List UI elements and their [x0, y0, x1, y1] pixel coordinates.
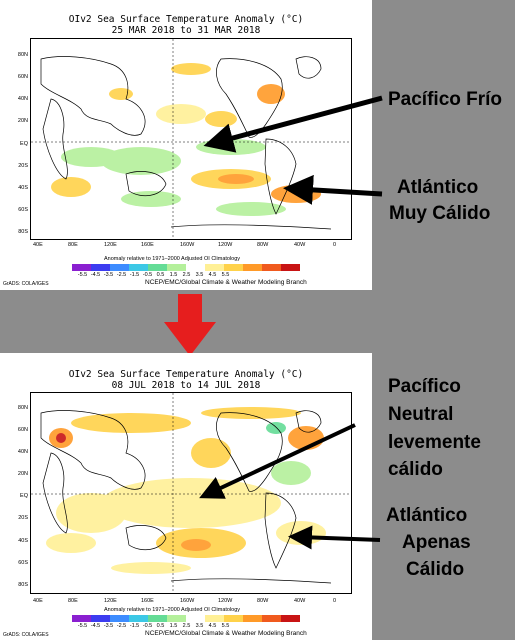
colorbar-swatch: [224, 615, 243, 622]
lon-label: 80W: [257, 242, 269, 248]
colorbar-swatch: [243, 615, 262, 622]
colorbar-swatch: [205, 615, 224, 622]
lat-label: 60S: [18, 207, 28, 213]
sst-anomaly-map-march: [30, 38, 352, 240]
colorbar-swatch: [224, 264, 243, 271]
lon-label: 160W: [180, 598, 195, 604]
lon-label: 160E: [141, 598, 154, 604]
colorbar-swatch: [148, 264, 167, 271]
lon-label: 40E: [33, 598, 43, 604]
lon-label: 0: [333, 242, 337, 248]
colorbar-swatch: [167, 264, 186, 271]
grads-credit: GrADS: COLA/IGES: [3, 632, 49, 638]
colorbar-swatch: [129, 615, 148, 622]
map-graphic: [31, 393, 351, 593]
colorbar-swatch: [262, 264, 281, 271]
colorbar-swatch: [262, 615, 281, 622]
colorbar-labels: -5.5 -4.5 -3.5 -2.5 -1.5 -0.5 0.5 1.5 2.5 3.5 4.5 5…: [77, 623, 230, 629]
lat-label: 60N: [17, 427, 28, 433]
lat-label: 40S: [18, 538, 28, 544]
lon-label: 120W: [218, 598, 233, 604]
annotation-pacifico-neutral-line1: Pacífico: [388, 376, 461, 397]
colorbar-swatch: [129, 264, 148, 271]
lon-label: 120E: [104, 598, 117, 604]
lon-label: 80E: [68, 598, 78, 604]
colorbar-title: Anomaly relative to 1971–2000 Adjusted O…: [104, 256, 241, 262]
colorbar: [72, 264, 300, 271]
lon-label: 120E: [104, 242, 117, 248]
lat-label: 60S: [18, 560, 28, 566]
colorbar-swatch: [243, 264, 262, 271]
colorbar-swatch: [148, 615, 167, 622]
lat-label: 80S: [18, 582, 28, 588]
lon-label: 40W: [294, 598, 306, 604]
lon-label: 40W: [294, 242, 306, 248]
sst-anomaly-map-july: [30, 392, 352, 594]
colorbar-swatch: [205, 264, 224, 271]
colorbar-swatch: [91, 615, 110, 622]
lon-label: 80W: [257, 598, 269, 604]
panel-title-line1: OIv2 Sea Surface Temperature Anomaly (°C…: [68, 14, 304, 25]
lat-label: 60N: [17, 74, 28, 80]
grads-credit: GrADS: COLA/IGES: [3, 281, 49, 287]
lat-label: 80N: [17, 405, 28, 411]
lat-label: 40N: [17, 96, 28, 102]
colorbar-swatch: [281, 264, 300, 271]
annotation-pacifico-neutral-line4: cálido: [388, 459, 443, 480]
credit-line: NCEP/EMC/Global Climate & Weather Modeli…: [145, 279, 307, 286]
lat-label: 20N: [17, 118, 28, 124]
lat-label: 20S: [18, 515, 28, 521]
annotation-atlantico-apenas-line2: Apenas: [402, 532, 471, 553]
lat-label: 80S: [18, 229, 28, 235]
lon-label: 0: [333, 598, 337, 604]
lon-label: 120W: [218, 242, 233, 248]
colorbar-swatch: [186, 264, 205, 271]
panel-title-line1: OIv2 Sea Surface Temperature Anomaly (°C…: [68, 369, 304, 380]
annotation-pacifico-neutral-line2: Neutral: [388, 404, 454, 425]
lat-label: 40S: [18, 185, 28, 191]
annotation-atlantico-line2: Muy Cálido: [389, 203, 491, 224]
lon-label: 80E: [68, 242, 78, 248]
lat-label: EQ: [20, 141, 28, 147]
annotation-atlantico-apenas-line3: Cálido: [406, 559, 465, 580]
lon-label: 160E: [141, 242, 154, 248]
colorbar-swatch: [110, 264, 129, 271]
map-panel-march: OIv2 Sea Surface Temperature Anomaly (°C…: [0, 0, 372, 290]
colorbar-title: Anomaly relative to 1971–2000 Adjusted O…: [104, 607, 241, 613]
annotation-pacifico-neutral-line3: levemente: [388, 432, 481, 453]
annotation-atlantico-line1: Atlántico: [397, 177, 479, 198]
colorbar-swatch: [72, 264, 91, 271]
lon-label: 40E: [33, 242, 43, 248]
credit-line: NCEP/EMC/Global Climate & Weather Modeli…: [145, 630, 307, 637]
colorbar-swatch: [91, 264, 110, 271]
colorbar-swatch: [110, 615, 129, 622]
lat-label: 40N: [17, 449, 28, 455]
lat-label: EQ: [20, 493, 28, 499]
colorbar: [72, 615, 300, 622]
colorbar-swatch: [281, 615, 300, 622]
lat-label: 80N: [17, 52, 28, 58]
annotation-atlantico-apenas-line1: Atlántico: [386, 505, 468, 526]
lat-label: 20S: [18, 163, 28, 169]
colorbar-swatch: [186, 615, 205, 622]
map-graphic: [31, 39, 351, 239]
colorbar-swatch: [72, 615, 91, 622]
transition-arrow: [164, 294, 216, 356]
colorbar-labels: -5.5 -4.5 -3.5 -2.5 -1.5 -0.5 0.5 1.5 2.5 3.5 4.5 5…: [77, 272, 230, 278]
annotation-pacifico-frio: Pacífico Frío: [388, 89, 503, 110]
lat-label: 20N: [17, 471, 28, 477]
lon-label: 160W: [180, 242, 195, 248]
panel-title-line2: 08 JUL 2018 to 14 JUL 2018: [111, 380, 261, 391]
colorbar-swatch: [167, 615, 186, 622]
panel-title-line2: 25 MAR 2018 to 31 MAR 2018: [111, 25, 261, 36]
